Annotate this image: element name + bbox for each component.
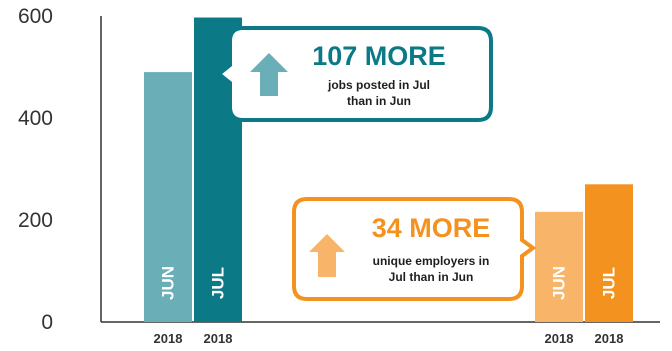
jobs-callout: 107 MORE jobs posted in Jul than in Jun — [215, 26, 493, 122]
bar-jobs-jun — [144, 72, 192, 322]
bar-month-label: JUL — [600, 267, 619, 299]
x-tick-label: 2018 — [545, 331, 574, 346]
up-arrow-icon — [250, 53, 288, 96]
y-tick-labels: 0 200 400 600 — [18, 5, 53, 334]
up-arrow-icon — [309, 234, 345, 277]
y-tick-label: 0 — [41, 311, 53, 334]
y-tick-label: 400 — [18, 107, 53, 130]
bar-month-label: JUN — [550, 266, 569, 300]
y-tick-label: 600 — [18, 5, 53, 28]
x-tick-label: 2018 — [204, 331, 233, 346]
x-tick-label: 2018 — [595, 331, 624, 346]
jobs-callout-bubble — [215, 26, 493, 122]
x-tick-label: 2018 — [154, 331, 183, 346]
employers-callout-line2: Jul than in Jun — [389, 270, 474, 284]
employers-callout-bubble — [292, 197, 537, 301]
jobs-callout-line1: jobs posted in Jul — [327, 78, 430, 92]
employers-callout-line1: unique employers in — [373, 254, 490, 268]
employers-callout-headline: 34 MORE — [372, 213, 491, 243]
bars: JUN 2018 JUL 2018 JUN 2018 JUL 2018 — [144, 17, 633, 346]
bar-employers-jun — [535, 211, 583, 322]
bar-month-label: JUL — [209, 267, 228, 299]
employers-callout: 34 MORE unique employers in Jul than in … — [292, 197, 537, 301]
y-tick-label: 200 — [18, 209, 53, 232]
bar-employers-jul — [585, 184, 633, 322]
jobs-callout-headline: 107 MORE — [312, 41, 446, 71]
jobs-callout-line2: than in Jun — [347, 94, 411, 108]
bar-month-label: JUN — [159, 266, 178, 300]
